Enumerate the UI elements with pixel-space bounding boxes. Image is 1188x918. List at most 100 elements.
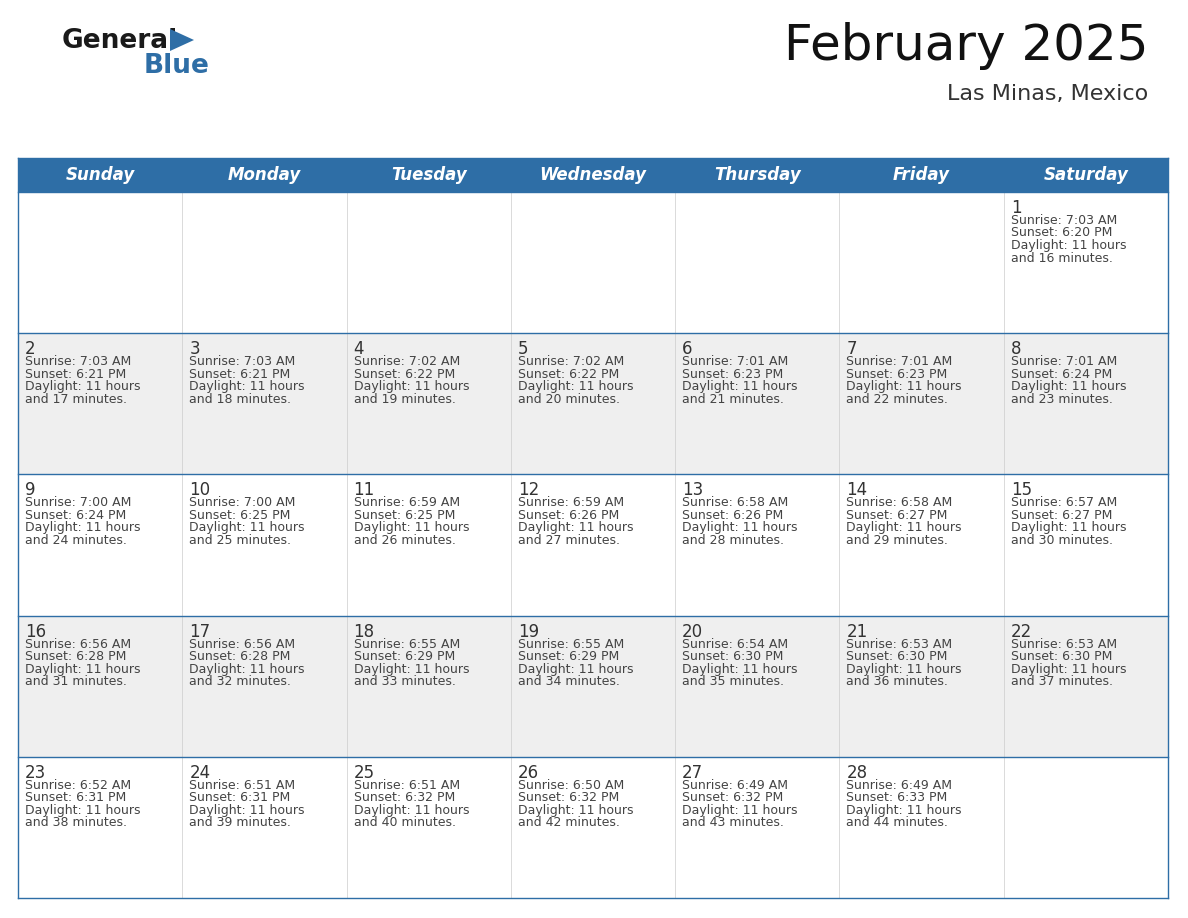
Text: Daylight: 11 hours: Daylight: 11 hours xyxy=(846,804,962,817)
Text: General: General xyxy=(62,28,178,54)
Text: Sunrise: 7:03 AM: Sunrise: 7:03 AM xyxy=(25,355,131,368)
Text: Daylight: 11 hours: Daylight: 11 hours xyxy=(846,380,962,393)
Text: and 37 minutes.: and 37 minutes. xyxy=(1011,675,1113,688)
Text: Sunset: 6:24 PM: Sunset: 6:24 PM xyxy=(25,509,126,522)
Text: Daylight: 11 hours: Daylight: 11 hours xyxy=(518,380,633,393)
Text: and 26 minutes.: and 26 minutes. xyxy=(354,534,455,547)
Text: and 33 minutes.: and 33 minutes. xyxy=(354,675,455,688)
Text: 4: 4 xyxy=(354,341,364,358)
Text: Sunrise: 6:56 AM: Sunrise: 6:56 AM xyxy=(189,638,296,651)
Text: Sunrise: 7:02 AM: Sunrise: 7:02 AM xyxy=(518,355,624,368)
Text: 14: 14 xyxy=(846,481,867,499)
Text: Sunrise: 7:01 AM: Sunrise: 7:01 AM xyxy=(682,355,789,368)
Text: 12: 12 xyxy=(518,481,539,499)
Text: Daylight: 11 hours: Daylight: 11 hours xyxy=(25,804,140,817)
Bar xyxy=(18,158,1168,192)
Text: 25: 25 xyxy=(354,764,374,782)
Text: Sunrise: 6:52 AM: Sunrise: 6:52 AM xyxy=(25,778,131,792)
Text: Daylight: 11 hours: Daylight: 11 hours xyxy=(354,663,469,676)
Text: 19: 19 xyxy=(518,622,539,641)
Text: Daylight: 11 hours: Daylight: 11 hours xyxy=(354,521,469,534)
Text: and 44 minutes.: and 44 minutes. xyxy=(846,816,948,829)
Text: Sunset: 6:20 PM: Sunset: 6:20 PM xyxy=(1011,227,1112,240)
Text: Sunrise: 7:01 AM: Sunrise: 7:01 AM xyxy=(846,355,953,368)
Text: Sunset: 6:23 PM: Sunset: 6:23 PM xyxy=(682,368,783,381)
Bar xyxy=(18,158,1168,898)
Text: Daylight: 11 hours: Daylight: 11 hours xyxy=(682,521,797,534)
Polygon shape xyxy=(170,29,194,51)
Text: and 19 minutes.: and 19 minutes. xyxy=(354,393,455,406)
Text: Sunrise: 6:51 AM: Sunrise: 6:51 AM xyxy=(354,778,460,792)
Text: 2: 2 xyxy=(25,341,36,358)
Text: and 29 minutes.: and 29 minutes. xyxy=(846,534,948,547)
Text: Daylight: 11 hours: Daylight: 11 hours xyxy=(189,521,305,534)
Text: Tuesday: Tuesday xyxy=(391,166,467,184)
Text: and 42 minutes.: and 42 minutes. xyxy=(518,816,620,829)
Text: and 27 minutes.: and 27 minutes. xyxy=(518,534,620,547)
Text: 10: 10 xyxy=(189,481,210,499)
Text: Sunset: 6:25 PM: Sunset: 6:25 PM xyxy=(354,509,455,522)
Text: Daylight: 11 hours: Daylight: 11 hours xyxy=(682,663,797,676)
Text: and 20 minutes.: and 20 minutes. xyxy=(518,393,620,406)
Bar xyxy=(18,616,1168,756)
Text: Daylight: 11 hours: Daylight: 11 hours xyxy=(1011,663,1126,676)
Text: Sunrise: 6:59 AM: Sunrise: 6:59 AM xyxy=(354,497,460,509)
Text: Sunset: 6:27 PM: Sunset: 6:27 PM xyxy=(1011,509,1112,522)
Text: Sunset: 6:22 PM: Sunset: 6:22 PM xyxy=(518,368,619,381)
Text: Daylight: 11 hours: Daylight: 11 hours xyxy=(518,663,633,676)
Text: Daylight: 11 hours: Daylight: 11 hours xyxy=(1011,521,1126,534)
Text: Sunset: 6:22 PM: Sunset: 6:22 PM xyxy=(354,368,455,381)
Text: 28: 28 xyxy=(846,764,867,782)
Text: 24: 24 xyxy=(189,764,210,782)
Text: Sunset: 6:28 PM: Sunset: 6:28 PM xyxy=(189,650,291,663)
Text: Sunset: 6:30 PM: Sunset: 6:30 PM xyxy=(1011,650,1112,663)
Text: Sunset: 6:31 PM: Sunset: 6:31 PM xyxy=(25,791,126,804)
Text: Sunset: 6:30 PM: Sunset: 6:30 PM xyxy=(682,650,784,663)
Text: Friday: Friday xyxy=(893,166,950,184)
Text: Wednesday: Wednesday xyxy=(539,166,646,184)
Text: Sunrise: 6:58 AM: Sunrise: 6:58 AM xyxy=(682,497,789,509)
Text: and 22 minutes.: and 22 minutes. xyxy=(846,393,948,406)
Bar xyxy=(18,475,1168,616)
Text: and 43 minutes.: and 43 minutes. xyxy=(682,816,784,829)
Text: and 28 minutes.: and 28 minutes. xyxy=(682,534,784,547)
Text: Las Minas, Mexico: Las Minas, Mexico xyxy=(947,84,1148,104)
Text: 26: 26 xyxy=(518,764,539,782)
Text: 11: 11 xyxy=(354,481,375,499)
Text: Sunset: 6:25 PM: Sunset: 6:25 PM xyxy=(189,509,291,522)
Text: Sunset: 6:27 PM: Sunset: 6:27 PM xyxy=(846,509,948,522)
Text: 8: 8 xyxy=(1011,341,1022,358)
Text: Daylight: 11 hours: Daylight: 11 hours xyxy=(1011,380,1126,393)
Text: 23: 23 xyxy=(25,764,46,782)
Text: and 36 minutes.: and 36 minutes. xyxy=(846,675,948,688)
Text: and 34 minutes.: and 34 minutes. xyxy=(518,675,620,688)
Text: Daylight: 11 hours: Daylight: 11 hours xyxy=(682,804,797,817)
Text: Sunrise: 6:50 AM: Sunrise: 6:50 AM xyxy=(518,778,624,792)
Text: Monday: Monday xyxy=(228,166,301,184)
Text: Sunset: 6:32 PM: Sunset: 6:32 PM xyxy=(518,791,619,804)
Text: Daylight: 11 hours: Daylight: 11 hours xyxy=(25,521,140,534)
Text: 15: 15 xyxy=(1011,481,1032,499)
Text: Sunrise: 7:00 AM: Sunrise: 7:00 AM xyxy=(189,497,296,509)
Text: 18: 18 xyxy=(354,622,374,641)
Text: 22: 22 xyxy=(1011,622,1032,641)
Text: Sunday: Sunday xyxy=(65,166,134,184)
Text: Sunset: 6:32 PM: Sunset: 6:32 PM xyxy=(682,791,783,804)
Text: Sunrise: 6:54 AM: Sunrise: 6:54 AM xyxy=(682,638,789,651)
Text: Sunrise: 6:55 AM: Sunrise: 6:55 AM xyxy=(354,638,460,651)
Text: Daylight: 11 hours: Daylight: 11 hours xyxy=(354,380,469,393)
Text: Sunset: 6:30 PM: Sunset: 6:30 PM xyxy=(846,650,948,663)
Text: 16: 16 xyxy=(25,622,46,641)
Text: Daylight: 11 hours: Daylight: 11 hours xyxy=(1011,239,1126,252)
Text: Sunrise: 6:49 AM: Sunrise: 6:49 AM xyxy=(846,778,953,792)
Text: Sunset: 6:26 PM: Sunset: 6:26 PM xyxy=(518,509,619,522)
Text: and 24 minutes.: and 24 minutes. xyxy=(25,534,127,547)
Text: 13: 13 xyxy=(682,481,703,499)
Text: Daylight: 11 hours: Daylight: 11 hours xyxy=(682,380,797,393)
Text: Sunset: 6:24 PM: Sunset: 6:24 PM xyxy=(1011,368,1112,381)
Text: 1: 1 xyxy=(1011,199,1022,217)
Text: and 21 minutes.: and 21 minutes. xyxy=(682,393,784,406)
Text: Sunset: 6:23 PM: Sunset: 6:23 PM xyxy=(846,368,948,381)
Text: Daylight: 11 hours: Daylight: 11 hours xyxy=(189,380,305,393)
Text: 21: 21 xyxy=(846,622,867,641)
